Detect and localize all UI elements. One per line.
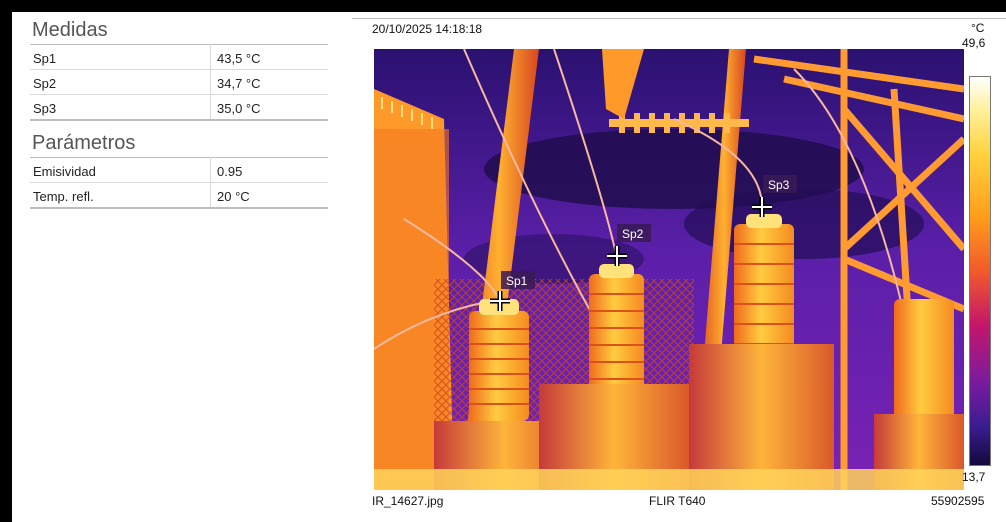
measurements-panel: Medidas Sp1 43,5 °C Sp2 34,7 °C Sp3 35,0… [30, 18, 330, 209]
spot-marker-sp3[interactable]: Sp3 [752, 175, 797, 217]
spot-value: 35,0 °C [210, 94, 328, 121]
parameter-value: 0.95 [210, 157, 328, 183]
spot-value: 43,5 °C [210, 44, 328, 70]
capture-timestamp: 20/10/2025 14:18:18 [372, 22, 483, 36]
measurements-title: Medidas [32, 19, 108, 41]
spot-label-sp2: Sp2 [622, 227, 644, 241]
spot-label: Sp1 [30, 44, 211, 70]
spot-label-sp3: Sp3 [768, 178, 790, 192]
table-row: Temp. refl. 20 °C [30, 182, 328, 209]
spot-marker-sp2[interactable]: Sp2 [607, 224, 651, 266]
measurements-table: Sp1 43,5 °C Sp2 34,7 °C Sp3 35,0 °C [30, 44, 328, 121]
parameter-label: Temp. refl. [30, 182, 211, 209]
parameter-label: Emisividad [30, 157, 211, 183]
temperature-scale-bar [969, 76, 991, 466]
spot-label: Sp3 [30, 94, 211, 121]
spot-value: 34,7 °C [210, 69, 328, 95]
parameters-title: Parámetros [32, 132, 136, 154]
camera-model: FLIR T640 [649, 494, 706, 508]
image-filename: IR_14627.jpg [372, 494, 444, 508]
spot-label-sp1: Sp1 [506, 274, 528, 288]
table-row: Sp1 43,5 °C [30, 44, 328, 70]
parameter-value: 20 °C [210, 182, 328, 209]
table-row: Emisividad 0.95 [30, 157, 328, 183]
thermal-image[interactable]: Sp1 Sp2 Sp3 [374, 49, 964, 490]
spot-label: Sp2 [30, 69, 211, 95]
table-row: Sp3 35,0 °C [30, 94, 328, 121]
spot-marker-sp1[interactable]: Sp1 [490, 271, 535, 311]
parameters-table: Emisividad 0.95 Temp. refl. 20 °C [30, 157, 328, 209]
camera-serial: 55902595 [931, 494, 985, 508]
scale-unit: °C [971, 21, 985, 35]
image-header-divider [352, 18, 1006, 19]
scale-min-label: 13,7 [962, 470, 986, 484]
scale-max-label: 49,6 [962, 36, 986, 50]
table-row: Sp2 34,7 °C [30, 69, 328, 95]
